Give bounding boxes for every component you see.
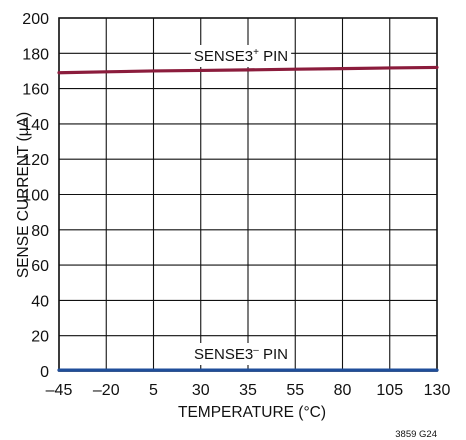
y-tick-label: 80: [31, 223, 49, 240]
series-label-sense3-plus-base: SENSE3: [194, 48, 253, 65]
y-tick-label: 120: [22, 152, 49, 169]
series-label-sense3-plus-suffix: PIN: [259, 48, 288, 65]
y-tick-label: 20: [31, 329, 49, 346]
y-tick-label: 160: [22, 82, 49, 99]
series-label-sense3-plus: SENSE3+ PIN: [194, 47, 288, 65]
x-tick-label: 130: [424, 382, 451, 399]
series-lines: [57, 45, 439, 372]
x-tick-label: 30: [192, 382, 210, 399]
y-tick-label: 100: [22, 188, 49, 205]
tick-labels: 0 20 40 60 80 100 120 140 160 180 200 –45 –20 5 30 35 55…: [22, 11, 450, 399]
series-label-sense3-plus-sup: +: [253, 47, 259, 58]
series-label-sense3-minus-suffix: PIN: [259, 346, 288, 363]
x-tick-label: 80: [334, 382, 352, 399]
series-label-sense3-minus: SENSE3– PIN: [194, 345, 288, 363]
y-tick-label: 0: [40, 364, 49, 381]
series-label-backing: [190, 45, 292, 67]
series-label-backing: [191, 343, 291, 365]
x-tick-label: 55: [286, 382, 304, 399]
x-tick-label: –20: [93, 382, 120, 399]
series-labels: SENSE3+ PIN SENSE3– PIN: [194, 47, 288, 363]
series-line-sense3-plus: [57, 65, 439, 75]
x-tick-label: –45: [46, 382, 73, 399]
y-tick-label: 60: [31, 258, 49, 275]
y-tick-label: 140: [22, 117, 49, 134]
figure-id: 3859 G24: [395, 429, 437, 440]
y-axis-title: SENSE CURRENT (µA): [15, 112, 32, 278]
x-tick-label: 35: [239, 382, 257, 399]
x-axis-title: TEMPERATURE (°C): [178, 404, 326, 421]
series-label-sense3-minus-sup: –: [253, 345, 259, 356]
x-tick-label: 105: [376, 382, 403, 399]
y-tick-label: 180: [22, 46, 49, 63]
series-label-sense3-minus-base: SENSE3: [194, 346, 253, 363]
y-tick-label: 200: [22, 11, 49, 28]
x-tick-label: 5: [149, 382, 158, 399]
y-tick-label: 40: [31, 293, 49, 310]
